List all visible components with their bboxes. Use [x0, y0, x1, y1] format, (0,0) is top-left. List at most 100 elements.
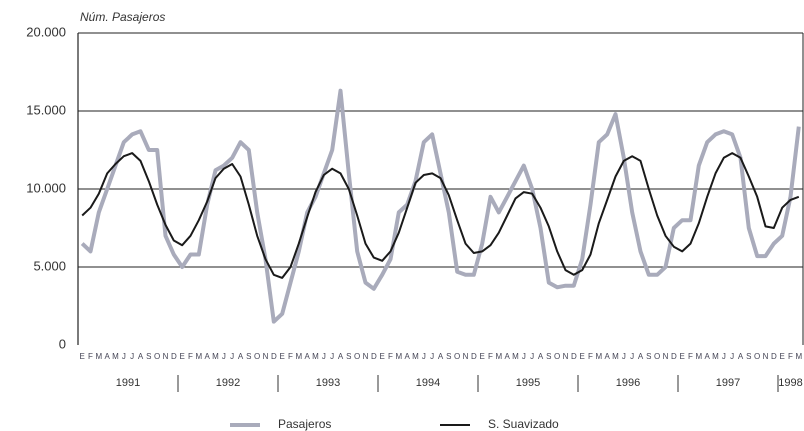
x-tick-label: E	[779, 352, 784, 361]
x-tick-label: E	[579, 352, 584, 361]
x-tick-label: O	[254, 352, 260, 361]
x-tick-label: O	[654, 352, 660, 361]
x-tick-label: O	[554, 352, 560, 361]
x-tick-label: J	[622, 352, 626, 361]
x-tick-label: N	[763, 352, 769, 361]
x-tick-label: D	[371, 352, 377, 361]
x-tick-label: M	[595, 352, 602, 361]
x-tick-label: J	[322, 352, 326, 361]
x-tick-label: A	[638, 352, 644, 361]
x-tick-label: J	[130, 352, 134, 361]
x-tick-label: F	[788, 352, 793, 361]
x-tick-label: D	[771, 352, 777, 361]
x-tick-label: J	[630, 352, 634, 361]
x-tick-label: M	[95, 352, 102, 361]
x-tick-label: A	[404, 352, 410, 361]
x-tick-label: A	[438, 352, 444, 361]
year-label: 1995	[516, 377, 540, 389]
x-tick-label: E	[279, 352, 284, 361]
x-tick-label: J	[730, 352, 734, 361]
x-tick-label: J	[330, 352, 334, 361]
x-tick-label: M	[495, 352, 502, 361]
year-label: 1994	[416, 377, 440, 389]
x-tick-label: E	[79, 352, 84, 361]
year-label: 1997	[716, 377, 740, 389]
x-tick-label: M	[312, 352, 319, 361]
year-label: 1992	[216, 377, 240, 389]
x-tick-label: M	[112, 352, 119, 361]
x-tick-label: N	[463, 352, 469, 361]
x-tick-label: M	[712, 352, 719, 361]
x-tick-label: J	[222, 352, 226, 361]
x-tick-label: O	[454, 352, 460, 361]
x-tick-label: E	[179, 352, 184, 361]
y-tick-label: 10.000	[26, 180, 66, 195]
y-tick-label: 5.000	[33, 258, 66, 273]
x-tick-label: F	[688, 352, 693, 361]
x-tick-label: S	[446, 352, 451, 361]
x-tick-label: A	[738, 352, 744, 361]
x-tick-label: A	[704, 352, 710, 361]
year-label: 1991	[116, 377, 140, 389]
x-tick-label: M	[695, 352, 702, 361]
x-tick-label: S	[546, 352, 551, 361]
x-tick-label: D	[171, 352, 177, 361]
x-tick-label: D	[271, 352, 277, 361]
y-tick-label: 20.000	[26, 24, 66, 39]
x-tick-label: F	[388, 352, 393, 361]
year-label: 1993	[316, 377, 340, 389]
legend-label: S. Suavizado	[488, 417, 559, 431]
legend-label: Pasajeros	[278, 417, 331, 431]
x-tick-label: A	[504, 352, 510, 361]
x-tick-label: N	[563, 352, 569, 361]
series-line	[81, 152, 800, 279]
x-tick-label: J	[430, 352, 434, 361]
x-tick-label: M	[295, 352, 302, 361]
x-tick-label: S	[746, 352, 751, 361]
x-tick-label: S	[246, 352, 251, 361]
x-tick-label: F	[288, 352, 293, 361]
x-tick-label: A	[204, 352, 210, 361]
x-tick-label: A	[338, 352, 344, 361]
x-tick-label: O	[754, 352, 760, 361]
x-tick-label: M	[512, 352, 519, 361]
y-axis-title: Núm. Pasajeros	[80, 10, 165, 24]
series-line	[80, 88, 801, 324]
x-tick-label: A	[138, 352, 144, 361]
y-tick-label: 15.000	[26, 102, 66, 117]
x-tick-label: A	[304, 352, 310, 361]
x-tick-label: N	[263, 352, 269, 361]
x-tick-label: J	[522, 352, 526, 361]
x-tick-label: E	[479, 352, 484, 361]
x-tick-label: A	[604, 352, 610, 361]
x-tick-label: M	[395, 352, 402, 361]
x-tick-label: J	[530, 352, 534, 361]
x-tick-label: A	[104, 352, 110, 361]
x-tick-label: J	[230, 352, 234, 361]
x-tick-label: S	[646, 352, 651, 361]
x-tick-label: M	[795, 352, 802, 361]
x-tick-label: S	[146, 352, 151, 361]
x-tick-label: M	[612, 352, 619, 361]
x-tick-label: O	[354, 352, 360, 361]
x-tick-label: N	[663, 352, 669, 361]
x-tick-label: N	[163, 352, 169, 361]
x-tick-label: F	[588, 352, 593, 361]
x-tick-label: D	[471, 352, 477, 361]
x-tick-label: M	[412, 352, 419, 361]
year-label: 1998	[778, 377, 802, 389]
x-tick-label: F	[488, 352, 493, 361]
x-tick-label: D	[571, 352, 577, 361]
x-tick-label: J	[122, 352, 126, 361]
x-tick-label: N	[363, 352, 369, 361]
x-tick-label: E	[679, 352, 684, 361]
x-tick-label: D	[671, 352, 677, 361]
x-tick-label: S	[346, 352, 351, 361]
x-tick-label: O	[154, 352, 160, 361]
x-tick-label: M	[212, 352, 219, 361]
x-tick-label: F	[188, 352, 193, 361]
x-tick-label: A	[238, 352, 244, 361]
x-tick-label: J	[422, 352, 426, 361]
x-tick-label: F	[88, 352, 93, 361]
